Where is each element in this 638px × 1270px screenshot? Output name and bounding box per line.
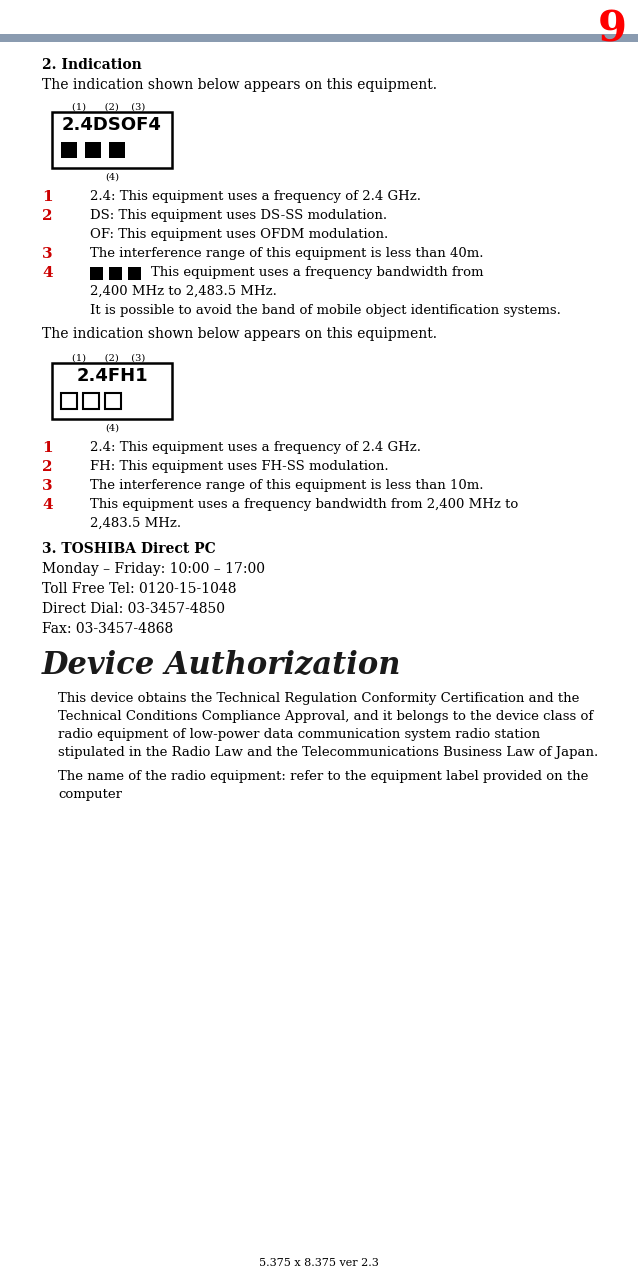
Bar (61, 392, 77, 409)
Text: (4): (4) (105, 424, 119, 433)
Text: 2.4DSOF4: 2.4DSOF4 (62, 116, 162, 135)
Text: 9: 9 (598, 8, 627, 50)
Text: 2,400 MHz to 2,483.5 MHz.: 2,400 MHz to 2,483.5 MHz. (90, 284, 277, 298)
Bar (52, 112, 172, 168)
Bar (128, 267, 141, 279)
Bar (85, 142, 101, 157)
Text: It is possible to avoid the band of mobile object identification systems.: It is possible to avoid the band of mobi… (90, 304, 561, 318)
Text: radio equipment of low-power data communication system radio station: radio equipment of low-power data commun… (58, 728, 540, 740)
Bar (52, 363, 172, 419)
Text: 4: 4 (42, 265, 52, 279)
Text: (1)      (2)    (3): (1) (2) (3) (72, 354, 145, 363)
Text: (4): (4) (105, 173, 119, 182)
Text: 2: 2 (42, 460, 52, 474)
Text: stipulated in the Radio Law and the Telecommunications Business Law of Japan.: stipulated in the Radio Law and the Tele… (58, 745, 598, 759)
Bar (61, 142, 77, 157)
Text: Device Authorization: Device Authorization (42, 650, 401, 681)
Bar (83, 392, 99, 409)
Text: 2.4FH1: 2.4FH1 (76, 367, 148, 385)
Text: OF: This equipment uses OFDM modulation.: OF: This equipment uses OFDM modulation. (90, 229, 389, 241)
Text: This device obtains the Technical Regulation Conformity Certification and the: This device obtains the Technical Regula… (58, 692, 579, 705)
Text: 3: 3 (42, 246, 52, 262)
Text: FH: This equipment uses FH-SS modulation.: FH: This equipment uses FH-SS modulation… (90, 460, 389, 472)
Text: The interference range of this equipment is less than 40m.: The interference range of this equipment… (90, 246, 484, 260)
Text: 3: 3 (42, 479, 52, 493)
Text: The interference range of this equipment is less than 10m.: The interference range of this equipment… (90, 479, 484, 491)
Text: The indication shown below appears on this equipment.: The indication shown below appears on th… (42, 77, 437, 91)
Text: (1)      (2)    (3): (1) (2) (3) (72, 103, 145, 112)
Text: 2. Indication: 2. Indication (42, 58, 142, 72)
Text: 2.4: This equipment uses a frequency of 2.4 GHz.: 2.4: This equipment uses a frequency of … (90, 441, 421, 453)
Text: Monday – Friday: 10:00 – 17:00: Monday – Friday: 10:00 – 17:00 (42, 563, 265, 577)
Text: Technical Conditions Compliance Approval, and it belongs to the device class of: Technical Conditions Compliance Approval… (58, 710, 593, 723)
Text: This equipment uses a frequency bandwidth from 2,400 MHz to: This equipment uses a frequency bandwidt… (90, 498, 518, 511)
Bar (0, 34, 638, 42)
Text: 2,483.5 MHz.: 2,483.5 MHz. (90, 517, 181, 530)
Text: 2: 2 (42, 210, 52, 224)
Text: Direct Dial: 03-3457-4850: Direct Dial: 03-3457-4850 (42, 602, 225, 616)
Text: 2.4: This equipment uses a frequency of 2.4 GHz.: 2.4: This equipment uses a frequency of … (90, 190, 421, 203)
Text: This equipment uses a frequency bandwidth from: This equipment uses a frequency bandwidt… (151, 265, 484, 279)
Bar (109, 142, 125, 157)
Bar (109, 267, 122, 279)
Text: 1: 1 (42, 190, 52, 204)
Bar (105, 392, 121, 409)
Text: DS: This equipment uses DS-SS modulation.: DS: This equipment uses DS-SS modulation… (90, 210, 387, 222)
Text: 1: 1 (42, 441, 52, 455)
Text: 3. TOSHIBA Direct PC: 3. TOSHIBA Direct PC (42, 542, 216, 556)
Text: Toll Free Tel: 0120-15-1048: Toll Free Tel: 0120-15-1048 (42, 582, 237, 596)
Text: The indication shown below appears on this equipment.: The indication shown below appears on th… (42, 326, 437, 342)
Text: 4: 4 (42, 498, 52, 512)
Text: 5.375 x 8.375 ver 2.3: 5.375 x 8.375 ver 2.3 (259, 1259, 379, 1267)
Text: The name of the radio equipment: refer to the equipment label provided on the: The name of the radio equipment: refer t… (58, 770, 588, 784)
Bar (90, 267, 103, 279)
Text: computer: computer (58, 787, 122, 801)
Text: Fax: 03-3457-4868: Fax: 03-3457-4868 (42, 622, 174, 636)
